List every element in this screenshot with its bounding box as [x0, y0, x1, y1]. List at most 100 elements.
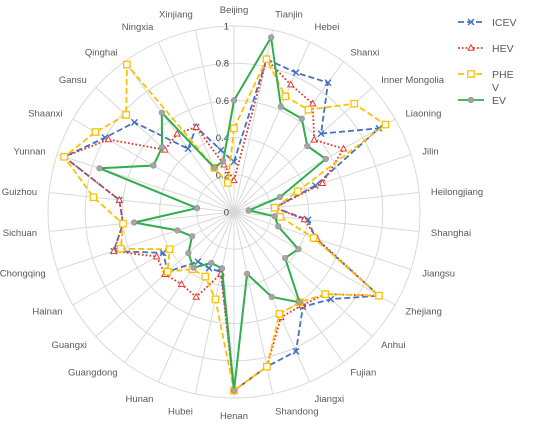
- data-point: [119, 219, 127, 228]
- data-point: [150, 162, 157, 169]
- grid-spoke: [124, 211, 235, 363]
- data-point: [295, 246, 302, 253]
- data-point: [192, 292, 201, 300]
- category-label: Guangdong: [68, 368, 118, 379]
- category-label: Shaanxi: [28, 109, 62, 120]
- data-point: [89, 193, 98, 202]
- data-point: [292, 347, 300, 355]
- data-point: [381, 120, 390, 129]
- data-point: [309, 234, 318, 242]
- marker-stroke: [230, 158, 238, 166]
- data-point: [304, 142, 311, 150]
- data-point: [350, 99, 359, 108]
- category-label: Henan: [220, 411, 248, 422]
- category-label: Hubei: [168, 407, 193, 418]
- grid-spoke: [233, 118, 396, 213]
- data-point: [467, 96, 475, 104]
- data-point: [375, 291, 383, 300]
- legend-item-hev: HEV: [458, 43, 514, 55]
- category-label: Inner Mongolia: [381, 75, 445, 86]
- category-label: Shanghai: [431, 228, 471, 239]
- data-point: [467, 70, 475, 78]
- category-labels: Beijing Tianjin Hebei Shanxi Inner Mongolia L…: [0, 5, 483, 422]
- data-point: [163, 267, 172, 276]
- category-label: Xinjiang: [159, 9, 193, 20]
- category-label: Chongqing: [0, 269, 46, 280]
- grid-spoke: [56, 211, 235, 270]
- data-point: [286, 80, 295, 88]
- category-label: Zhejiang: [405, 307, 441, 318]
- grid-spoke: [233, 211, 344, 363]
- grid-spoke: [124, 61, 235, 213]
- grid-spoke: [233, 61, 344, 213]
- data-point: [245, 207, 252, 214]
- data-point: [223, 179, 232, 187]
- grid-spoke: [233, 87, 373, 213]
- category-label: Liaoning: [405, 109, 441, 120]
- data-point: [193, 205, 201, 212]
- grid-spoke: [233, 41, 311, 213]
- marker-stroke: [205, 264, 213, 272]
- data-point: [189, 233, 196, 240]
- data-point: [304, 105, 313, 114]
- data-point: [311, 182, 319, 190]
- tick-label: 1: [224, 22, 229, 33]
- series-group: [60, 34, 390, 395]
- data-point: [275, 310, 284, 318]
- category-label: Shanxi: [350, 47, 379, 58]
- data-point: [96, 165, 103, 172]
- category-label: Tianjin: [275, 9, 303, 20]
- data-point: [218, 265, 226, 272]
- data-point: [122, 111, 131, 119]
- data-point: [268, 34, 275, 41]
- data-point: [211, 164, 218, 171]
- data-point: [192, 122, 201, 130]
- category-label: Jiangsu: [422, 269, 455, 280]
- category-label: Qinghai: [85, 47, 118, 58]
- data-point: [230, 387, 238, 394]
- marker-stroke: [217, 146, 225, 154]
- category-label: Hunan: [125, 394, 153, 405]
- data-point: [296, 299, 303, 306]
- tick-label: 0: [224, 208, 229, 219]
- data-point: [276, 193, 284, 201]
- marker-stroke: [467, 18, 475, 26]
- data-point: [268, 293, 275, 301]
- category-label: Yunnan: [13, 146, 45, 157]
- tick-label: 0.4: [216, 133, 229, 144]
- category-label: Heilongjiang: [431, 187, 483, 198]
- data-point: [281, 92, 290, 101]
- data-point: [310, 135, 319, 143]
- data-point: [467, 43, 475, 51]
- category-label: Gansu: [59, 75, 87, 86]
- data-point: [173, 129, 181, 137]
- marker-stroke: [184, 145, 192, 153]
- grid-spoke: [233, 211, 373, 337]
- data-point: [293, 187, 302, 196]
- category-label: Hebei: [315, 22, 340, 33]
- data-point: [131, 219, 138, 226]
- data-point: [165, 245, 174, 254]
- grid-spoke: [233, 211, 412, 270]
- marker-stroke: [292, 347, 300, 355]
- grid-spoke: [233, 211, 396, 306]
- category-label: Guangxi: [51, 340, 86, 351]
- category-label: Beijing: [220, 5, 249, 16]
- category-label: Guizhou: [2, 187, 37, 198]
- data-point: [217, 146, 225, 154]
- data-point: [152, 252, 161, 260]
- category-label: Fujian: [350, 368, 376, 379]
- data-point: [159, 144, 166, 151]
- category-label: Jilin: [422, 146, 438, 157]
- data-point: [282, 254, 289, 262]
- data-point: [208, 259, 215, 267]
- data-point: [262, 55, 271, 64]
- data-point: [277, 103, 285, 110]
- data-point: [322, 155, 329, 163]
- data-point: [109, 246, 118, 254]
- category-label: Anhui: [381, 340, 405, 351]
- data-point: [271, 213, 278, 220]
- data-point: [317, 130, 325, 138]
